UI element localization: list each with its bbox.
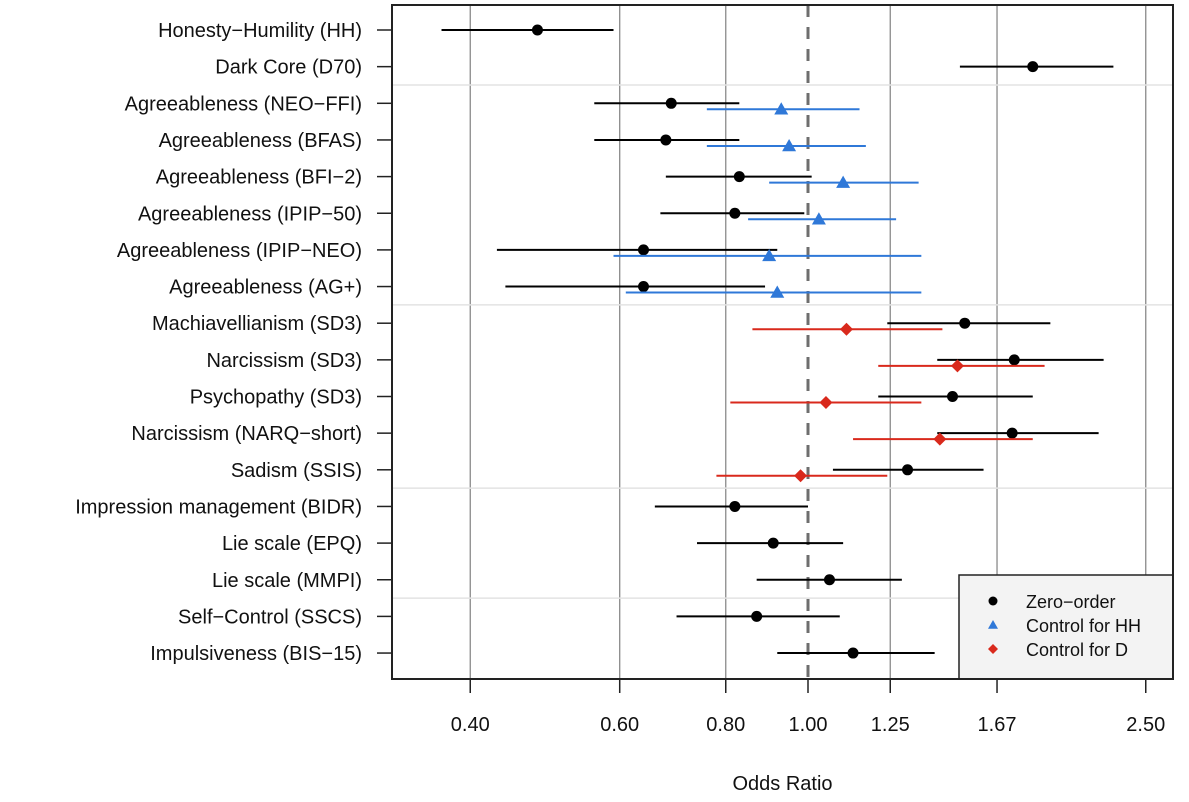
row-label: Agreeableness (AG+) [169,277,362,299]
point-zero [902,464,914,476]
row-label: Dark Core (D70) [215,57,362,79]
point-zero [733,171,745,183]
row-label: Narcissism (SD3) [206,350,362,372]
group-separators [392,84,1173,599]
legend-marker-hh [988,620,998,629]
point-zero [767,537,779,549]
row-label: Self−Control (SSCS) [178,606,362,628]
row-label: Honesty−Humility (HH) [158,20,362,42]
point-zero [665,97,677,109]
x-axis-title: Odds Ratio [732,773,832,795]
legend-label-zero-order: Zero−order [1026,592,1116,612]
point-d [950,359,964,373]
point-d [794,469,808,483]
plot-frame [391,4,1174,680]
x-tick-label: 1.25 [871,714,910,736]
row-label: Impression management (BIDR) [75,496,362,518]
point-zero [637,281,649,293]
point-hh [762,248,777,262]
point-zero [531,24,543,36]
row-label: Machiavellianism (SD3) [152,313,362,335]
point-zero [1006,427,1018,439]
x-tick-label: 1.00 [789,714,828,736]
x-tick-label: 1.67 [978,714,1017,736]
point-hh [811,212,826,225]
gridlines [469,5,1147,679]
legend: Zero−order Control for HH Control for D [958,574,1174,680]
x-tick-label: 0.60 [600,714,639,736]
row-label: Psychopathy (SD3) [190,387,362,409]
y-axis: Honesty−Humility (HH) Dark Core (D70) Agre… [75,20,392,665]
row-label: Agreeableness (BFI−2) [156,167,362,189]
row-label: Agreeableness (IPIP−50) [138,203,362,225]
point-zero [1008,354,1020,366]
point-zero [823,574,835,586]
row-label: Agreeableness (BFAS) [159,130,362,152]
point-zero [1027,61,1039,73]
x-axis: 0.40 0.60 0.80 1.00 1.25 1.67 2.50 [451,679,1165,736]
row-label: Lie scale (EPQ) [222,533,362,555]
point-zero [637,244,649,256]
point-zero [751,610,763,622]
point-zero [660,134,672,146]
point-hh [836,175,851,188]
row-label: Agreeableness (IPIP−NEO) [117,240,362,262]
point-zero [947,391,959,402]
row-label: Narcissism (NARQ−short) [131,423,362,445]
row-label: Sadism (SSIS) [231,460,362,482]
point-d [839,322,853,336]
x-tick-label: 0.40 [451,714,490,736]
point-d [933,432,947,446]
point-hh [770,285,785,298]
legend-label-control-hh: Control for HH [1026,616,1141,636]
point-zero [847,647,859,659]
point-zero [729,207,741,219]
point-zero [729,500,741,512]
legend-marker-zero [988,596,998,606]
x-tick-label: 0.80 [706,714,745,736]
data-marks [441,24,1114,659]
legend-label-control-d: Control for D [1026,640,1128,660]
row-label: Lie scale (MMPI) [212,570,362,592]
legend-marker-d [988,644,998,654]
point-hh [774,102,789,115]
point-zero [959,317,971,329]
x-tick-label: 2.50 [1126,714,1165,736]
point-d [819,396,833,409]
row-label: Impulsiveness (BIS−15) [150,643,362,665]
point-hh [782,138,797,152]
row-label: Agreeableness (NEO−FFI) [125,93,362,115]
